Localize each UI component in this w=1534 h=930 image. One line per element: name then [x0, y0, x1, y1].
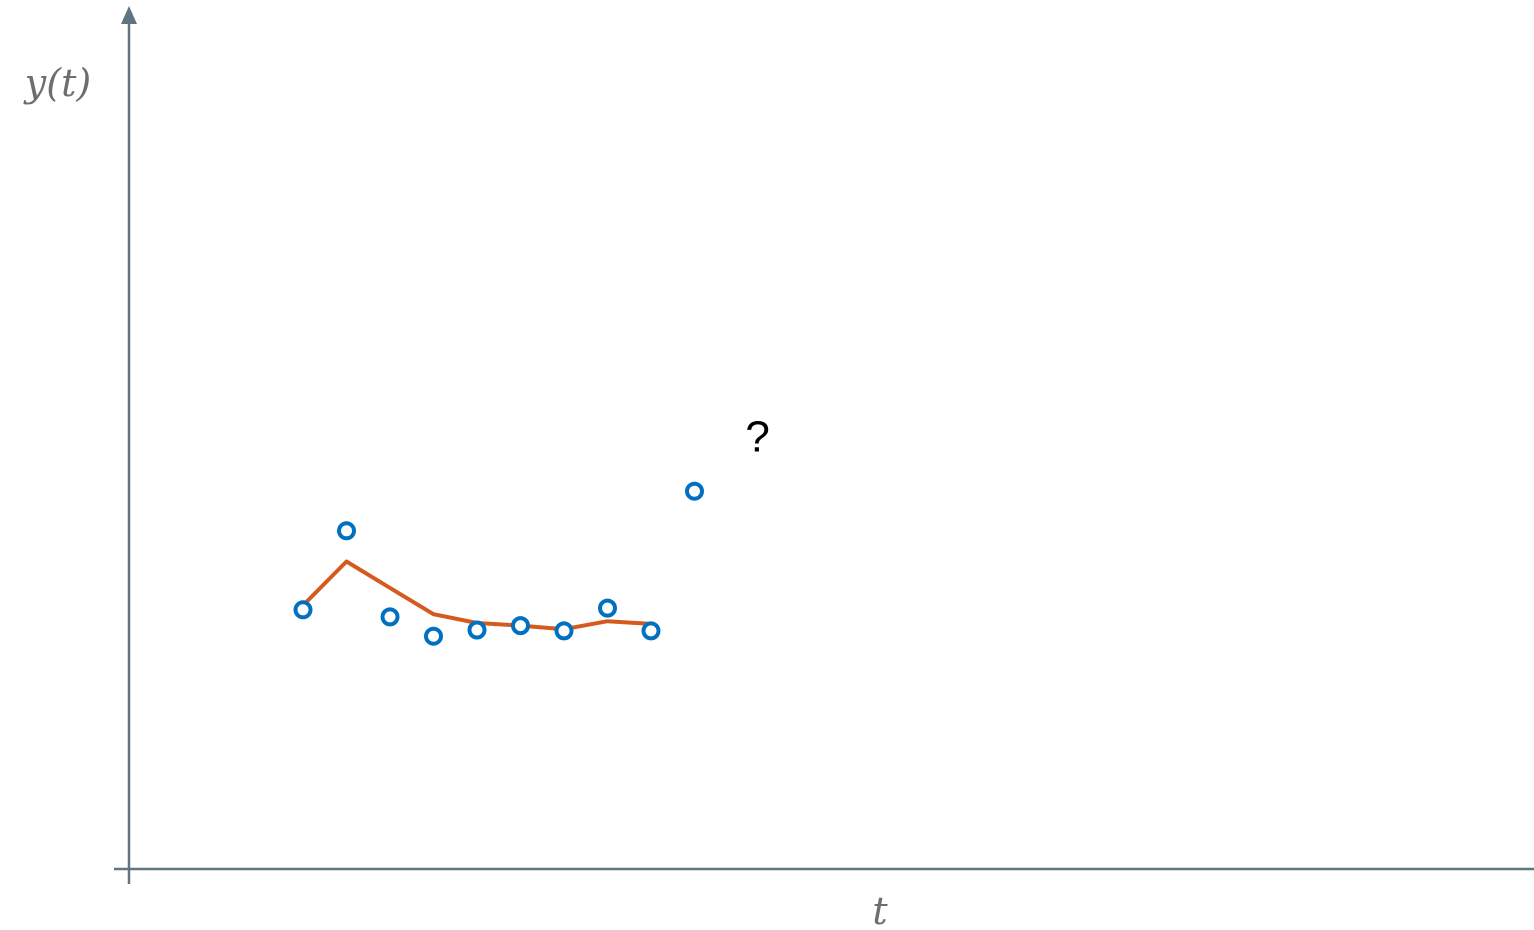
data-point [685, 481, 704, 501]
x-axis-label: t [872, 889, 888, 930]
data-point [293, 600, 313, 620]
y-axis-arrowhead [121, 6, 137, 24]
data-point [424, 626, 443, 646]
y-axis-label: y(t) [23, 61, 91, 105]
data-point [554, 621, 574, 641]
axes [114, 6, 1534, 884]
annotation-layer: ? [745, 413, 769, 462]
question-mark-annotation: ? [745, 413, 769, 462]
data-point [467, 620, 487, 640]
data-point [641, 621, 661, 641]
fit-line-layer [301, 559, 653, 632]
data-point [337, 521, 356, 541]
data-point [380, 607, 400, 627]
data-point [511, 616, 530, 636]
data-point [598, 598, 617, 618]
points-layer [293, 481, 704, 646]
fit-line [301, 559, 653, 632]
